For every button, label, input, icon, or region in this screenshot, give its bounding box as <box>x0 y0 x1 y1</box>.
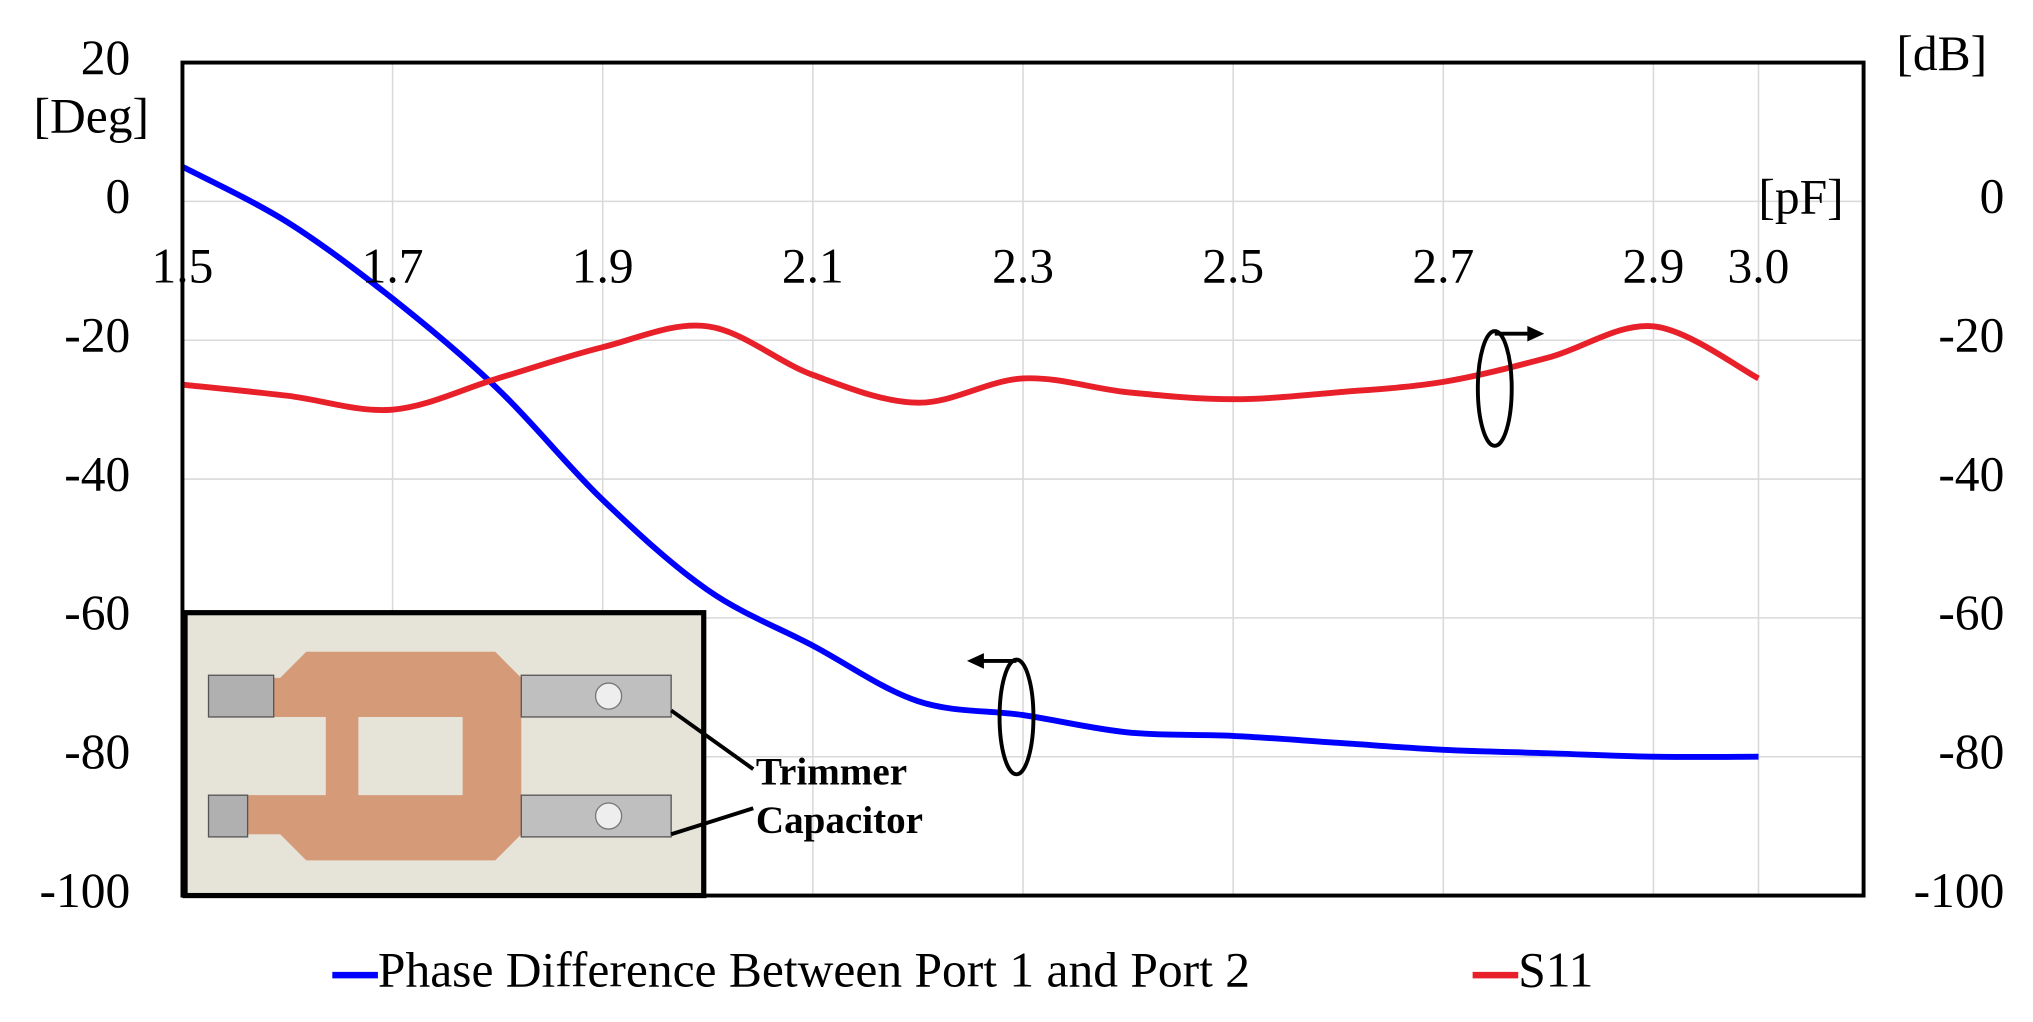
series-line <box>181 164 1759 760</box>
x-tick-label: 1.7 <box>362 238 424 293</box>
y-tick-label: -40 <box>64 446 130 501</box>
x-tick-label: 1.9 <box>572 238 634 293</box>
x-tick-label: 3.0 <box>1728 238 1790 293</box>
y-tick-label: 20 <box>81 30 131 85</box>
y-tick-label: 0 <box>106 169 131 224</box>
legend-label: Phase Difference Between Port 1 and Port… <box>378 942 1250 997</box>
axis-indicator-arrow <box>966 653 984 669</box>
y2-tick-label: -20 <box>1938 308 2004 363</box>
y2-tick-label: -60 <box>1938 585 2004 640</box>
y2-tick-label: -40 <box>1938 446 2004 501</box>
y-tick-label: -20 <box>64 308 130 363</box>
y2-axis-label: [dB] <box>1896 26 1987 81</box>
annotation-arrow <box>670 806 754 837</box>
x-tick-label: 2.1 <box>782 238 844 293</box>
y2-tick-label: -100 <box>1914 863 2005 918</box>
x-tick-label: 2.9 <box>1622 238 1684 293</box>
legend-label: S11 <box>1518 942 1593 997</box>
y2-tick-label: -80 <box>1938 724 2004 779</box>
x-tick-label: 2.5 <box>1202 238 1264 293</box>
y-tick-label: -80 <box>64 724 130 779</box>
axis-indicator <box>1475 329 1514 448</box>
inset-photo <box>182 610 707 899</box>
series-line <box>182 322 1760 414</box>
axis-indicator-arrow <box>1527 325 1545 342</box>
annotation-arrow <box>670 708 755 771</box>
y-axis-label: [Deg] <box>33 89 148 144</box>
y-tick-label: -100 <box>40 863 131 918</box>
annotation: Trimmer <box>756 751 907 794</box>
legend: Phase Difference Between Port 1 and Port… <box>332 942 1593 997</box>
y2-tick-label: 0 <box>1980 169 2005 224</box>
x-tick-label: 1.5 <box>151 238 213 293</box>
x-axis-label: [pF] <box>1758 169 1843 224</box>
x-tick-label: 2.3 <box>992 238 1054 293</box>
data <box>181 164 1760 760</box>
y-tick-label: -60 <box>64 585 130 640</box>
x-tick-label: 2.7 <box>1412 238 1474 293</box>
annotation: Capacitor <box>756 799 923 842</box>
